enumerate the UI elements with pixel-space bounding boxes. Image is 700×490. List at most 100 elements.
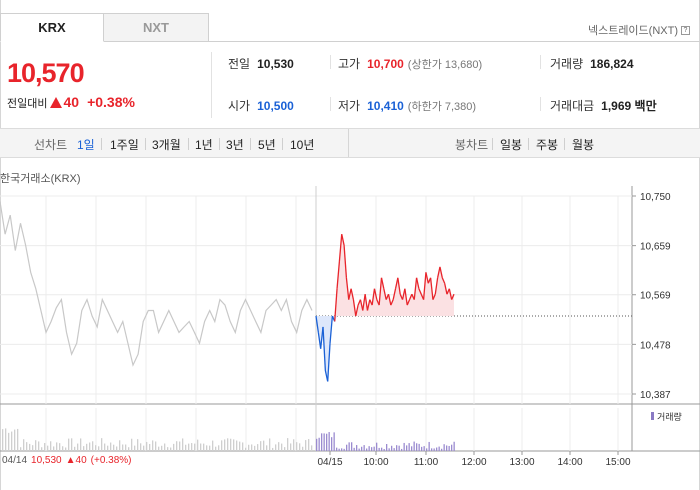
volume-bar — [26, 442, 28, 451]
volume-bar — [218, 445, 220, 451]
stat-open: 시가 10,500 — [228, 97, 294, 114]
volume-bar — [182, 438, 184, 451]
volume-bar — [194, 443, 196, 451]
help-icon[interactable]: ? — [681, 25, 690, 35]
period-3m[interactable]: 3개월 — [152, 138, 181, 152]
volume-bar — [188, 443, 190, 451]
tab-nxt[interactable]: NXT — [104, 13, 209, 42]
candle-monthly[interactable]: 월봉 — [572, 138, 595, 152]
volume-bar — [428, 441, 430, 451]
market-tabs: KRX NXT — [0, 13, 209, 42]
today-segment — [336, 261, 341, 289]
candle-daily[interactable]: 일봉 — [500, 138, 523, 152]
volume-bar — [32, 445, 34, 451]
volume-bar — [143, 445, 145, 451]
prev-day-line — [0, 201, 313, 367]
volume-bar — [47, 445, 49, 451]
today-segment — [343, 245, 348, 278]
volume-bar — [134, 445, 136, 451]
stat-sep — [330, 97, 331, 111]
stat-label: 고가 — [338, 57, 361, 71]
period-sep — [528, 138, 529, 150]
period-10y[interactable]: 10년 — [290, 138, 315, 152]
period-sep — [282, 138, 283, 150]
volume-bar — [65, 447, 67, 451]
today-segment — [373, 288, 378, 300]
today-segment — [390, 299, 394, 306]
nxt-link-label: 넥스트레이드(NXT) — [587, 25, 678, 37]
volume-bar — [161, 445, 163, 451]
today-segment — [408, 293, 413, 300]
stat-volume: 거래량 186,824 — [550, 55, 634, 72]
period-sep — [564, 138, 565, 150]
volume-bar — [86, 443, 88, 451]
volume-bar — [401, 448, 403, 451]
volume-bar — [248, 444, 250, 451]
volume-bar — [393, 448, 395, 451]
tab-krx[interactable]: KRX — [0, 13, 104, 42]
volume-bar — [311, 445, 313, 451]
stat-value: 10,530 — [257, 57, 294, 71]
volume-bar — [403, 442, 405, 451]
period-1d[interactable]: 1일 — [77, 138, 95, 152]
volume-bar — [158, 446, 160, 451]
today-segment — [352, 299, 357, 317]
volume-bar — [122, 444, 124, 451]
volume-bar — [17, 428, 19, 451]
volume-bar — [266, 445, 268, 451]
today-segment — [366, 299, 371, 311]
volume-bar — [281, 443, 283, 451]
nxt-info-link[interactable]: 넥스트레이드(NXT) ? — [588, 22, 690, 38]
volume-bar — [110, 442, 112, 451]
volume-bar — [239, 441, 241, 451]
period-1w[interactable]: 1주일 — [110, 138, 139, 152]
volume-bar — [336, 447, 338, 451]
volume-bar — [416, 443, 418, 451]
volume-legend-label: 거래량 — [657, 411, 682, 422]
candle-weekly[interactable]: 주봉 — [536, 138, 559, 152]
volume-bar — [104, 443, 106, 451]
period-1y[interactable]: 1년 — [195, 138, 213, 152]
volume-bar — [308, 439, 310, 451]
candle-chart-label: 봉차트 — [455, 138, 489, 152]
volume-bar — [212, 440, 214, 451]
volume-bar — [29, 443, 31, 451]
volume-bar — [203, 443, 205, 451]
volume-bar — [20, 447, 22, 451]
today-segment — [345, 277, 350, 300]
hover-value: 10,530 — [31, 455, 62, 466]
volume-bar — [441, 448, 443, 451]
volume-bar — [227, 438, 229, 451]
volume-bars: 거래량 — [2, 411, 682, 451]
volume-bar — [376, 442, 378, 451]
volume-bar — [272, 447, 274, 451]
period-5y[interactable]: 5년 — [258, 138, 276, 152]
today-segment — [371, 288, 376, 306]
volume-bar — [89, 442, 91, 451]
volume-bar — [316, 438, 318, 451]
volume-bar — [343, 448, 345, 451]
period-3y[interactable]: 3년 — [226, 138, 244, 152]
volume-bar — [107, 445, 109, 451]
volume-bar — [245, 447, 247, 451]
today-segment — [387, 294, 392, 306]
volume-bar — [71, 438, 73, 451]
volume-bar — [411, 446, 413, 451]
x-tick-label: 04/15 — [317, 457, 342, 468]
volume-bar — [200, 443, 202, 451]
stat-prev-close: 전일 10,530 — [228, 55, 294, 72]
volume-bar — [413, 441, 415, 451]
volume-bar — [74, 446, 76, 451]
x-axis: 04/15 10:00 11:00 12:00 13:00 14:00 15:00 — [317, 451, 631, 468]
volume-bar — [326, 433, 328, 451]
period-sep — [250, 138, 251, 150]
period-sep — [492, 138, 493, 150]
stat-value: 186,824 — [590, 57, 634, 71]
volume-bar — [83, 446, 85, 451]
volume-bar — [77, 443, 79, 451]
volume-bar — [185, 444, 187, 451]
stat-label: 전일 — [228, 57, 251, 71]
volume-bar — [44, 443, 46, 451]
volume-bar — [421, 446, 423, 451]
